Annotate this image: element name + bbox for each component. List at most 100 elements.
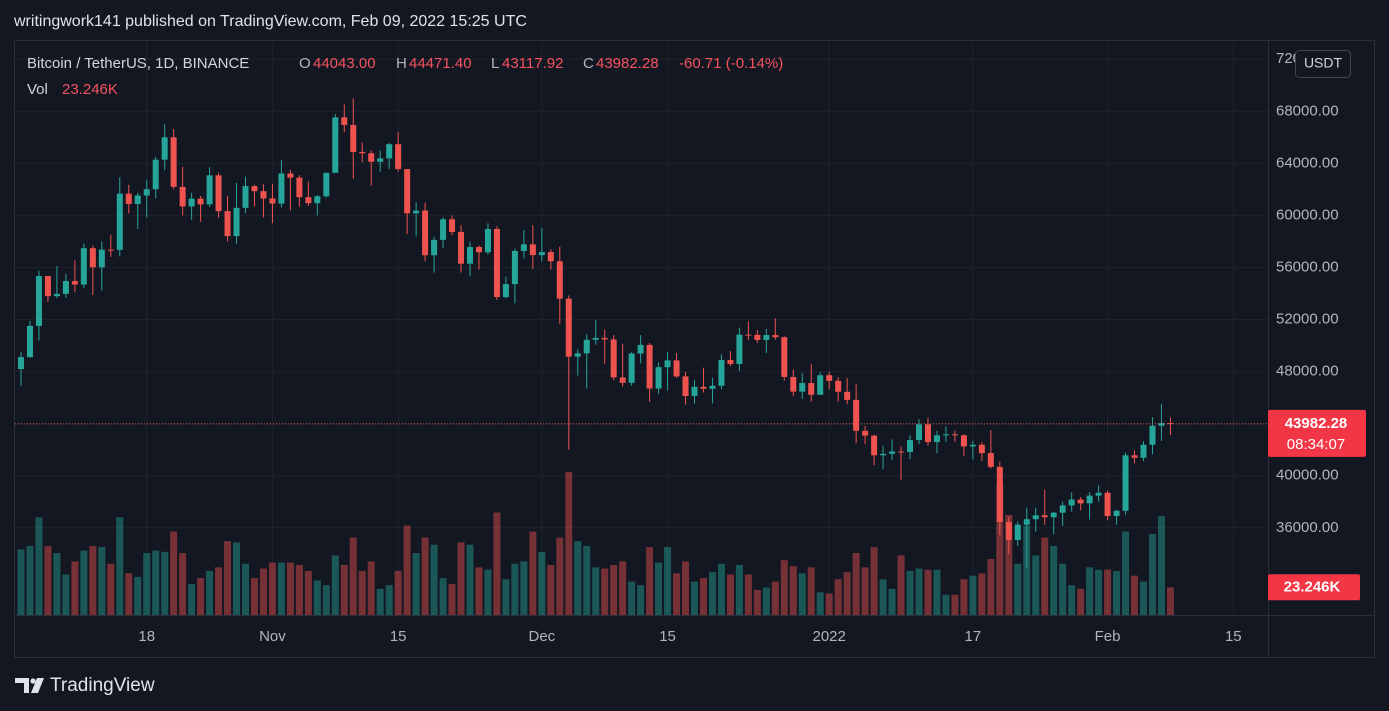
candle-body <box>880 453 887 456</box>
candle-body <box>152 159 159 190</box>
candle-body <box>987 453 994 467</box>
currency-badge <box>1295 50 1351 78</box>
volume-bar <box>1122 531 1130 615</box>
candle-body <box>772 335 779 338</box>
volume-bar <box>17 549 25 615</box>
candle-body <box>853 399 860 431</box>
volume-bar <box>250 578 258 615</box>
y-tick-label: 52000.00 <box>1276 311 1339 328</box>
candle-body <box>80 248 87 285</box>
volume-bar <box>762 587 770 615</box>
candle-body <box>727 360 734 364</box>
candle-body <box>215 175 222 212</box>
volume-bar <box>430 544 438 615</box>
candle-body <box>781 337 788 377</box>
candle-body <box>754 334 761 340</box>
x-tick-label: Feb <box>1095 628 1121 645</box>
candle-body <box>978 444 985 454</box>
candle-body <box>646 344 653 389</box>
volume-bar <box>233 542 241 615</box>
volume-bar <box>843 572 851 615</box>
candle-body <box>188 198 195 207</box>
candle-body <box>458 231 465 264</box>
candle-body <box>1014 524 1021 540</box>
candle-body <box>296 177 303 198</box>
candle-body <box>951 434 958 436</box>
candle-body <box>323 172 330 197</box>
volume-bar <box>35 517 43 615</box>
volume-bar <box>1023 525 1031 615</box>
candle-body <box>1059 505 1066 513</box>
volume-bar <box>978 573 986 615</box>
candle-body <box>386 144 393 159</box>
candle-body <box>233 207 240 237</box>
volume-label: Vol <box>27 81 48 98</box>
candle-body <box>484 228 491 253</box>
volume-bar <box>538 551 546 615</box>
volume-bar <box>1166 587 1174 615</box>
volume-bar <box>619 561 627 615</box>
candle-body <box>817 375 824 395</box>
candle-body <box>350 124 357 152</box>
volume-bar <box>996 483 1004 615</box>
logo-slash <box>31 678 44 693</box>
volume-bar <box>583 545 591 615</box>
volume-bar <box>89 545 97 615</box>
candle-body <box>287 173 294 178</box>
volume-bar <box>98 547 106 615</box>
candle-body <box>664 360 671 368</box>
volume-bar <box>708 572 716 615</box>
volume-bar <box>502 579 510 615</box>
volume-bar <box>610 564 618 615</box>
volume-bar <box>394 570 402 615</box>
candle-body <box>529 244 536 256</box>
candle-body <box>35 276 42 326</box>
volume-bar <box>655 562 663 615</box>
candle-body <box>898 451 905 453</box>
volume-bar <box>313 580 321 615</box>
candle-body <box>942 434 949 436</box>
volume-bar <box>44 545 52 615</box>
volume-bar <box>861 567 869 615</box>
volume-bar <box>71 561 79 615</box>
volume-bar <box>565 472 573 615</box>
volume-bar <box>259 568 267 615</box>
volume-bar <box>295 564 303 615</box>
volume-bar <box>987 558 995 615</box>
candle-body <box>790 376 797 392</box>
candle-body <box>116 193 123 250</box>
candle-body <box>960 435 967 447</box>
volume-bar <box>242 563 249 615</box>
volume-bar <box>1050 545 1058 615</box>
candle-body <box>862 430 869 436</box>
volume-bar <box>331 555 339 615</box>
volume-bar <box>448 584 456 615</box>
volume-bar <box>403 525 411 615</box>
candle-body <box>1050 512 1057 518</box>
volume-bar <box>268 562 276 615</box>
high-value: 44471.40 <box>409 55 472 72</box>
candle-body <box>1158 423 1165 426</box>
candle-body <box>709 385 716 389</box>
candle-body <box>224 211 231 237</box>
low-value: 43117.92 <box>502 55 563 72</box>
volume-bar <box>1086 567 1094 615</box>
candle-body <box>278 173 285 204</box>
candle-body <box>619 377 626 383</box>
volume-bar <box>637 585 645 615</box>
volume-bar <box>179 553 187 615</box>
volume-bar <box>529 531 537 615</box>
candle-body <box>89 248 96 268</box>
volume-bar <box>933 569 941 615</box>
candle-body <box>1086 495 1093 504</box>
volume-bar <box>942 594 950 615</box>
volume-bar <box>1157 516 1165 615</box>
price-badge <box>1268 409 1366 457</box>
candle-body <box>359 151 366 154</box>
candle-body <box>628 353 635 383</box>
candle-body <box>808 383 815 395</box>
volume-bar <box>475 567 483 615</box>
y-tick-label: 68000.00 <box>1276 102 1339 119</box>
volume-bar <box>834 579 842 615</box>
